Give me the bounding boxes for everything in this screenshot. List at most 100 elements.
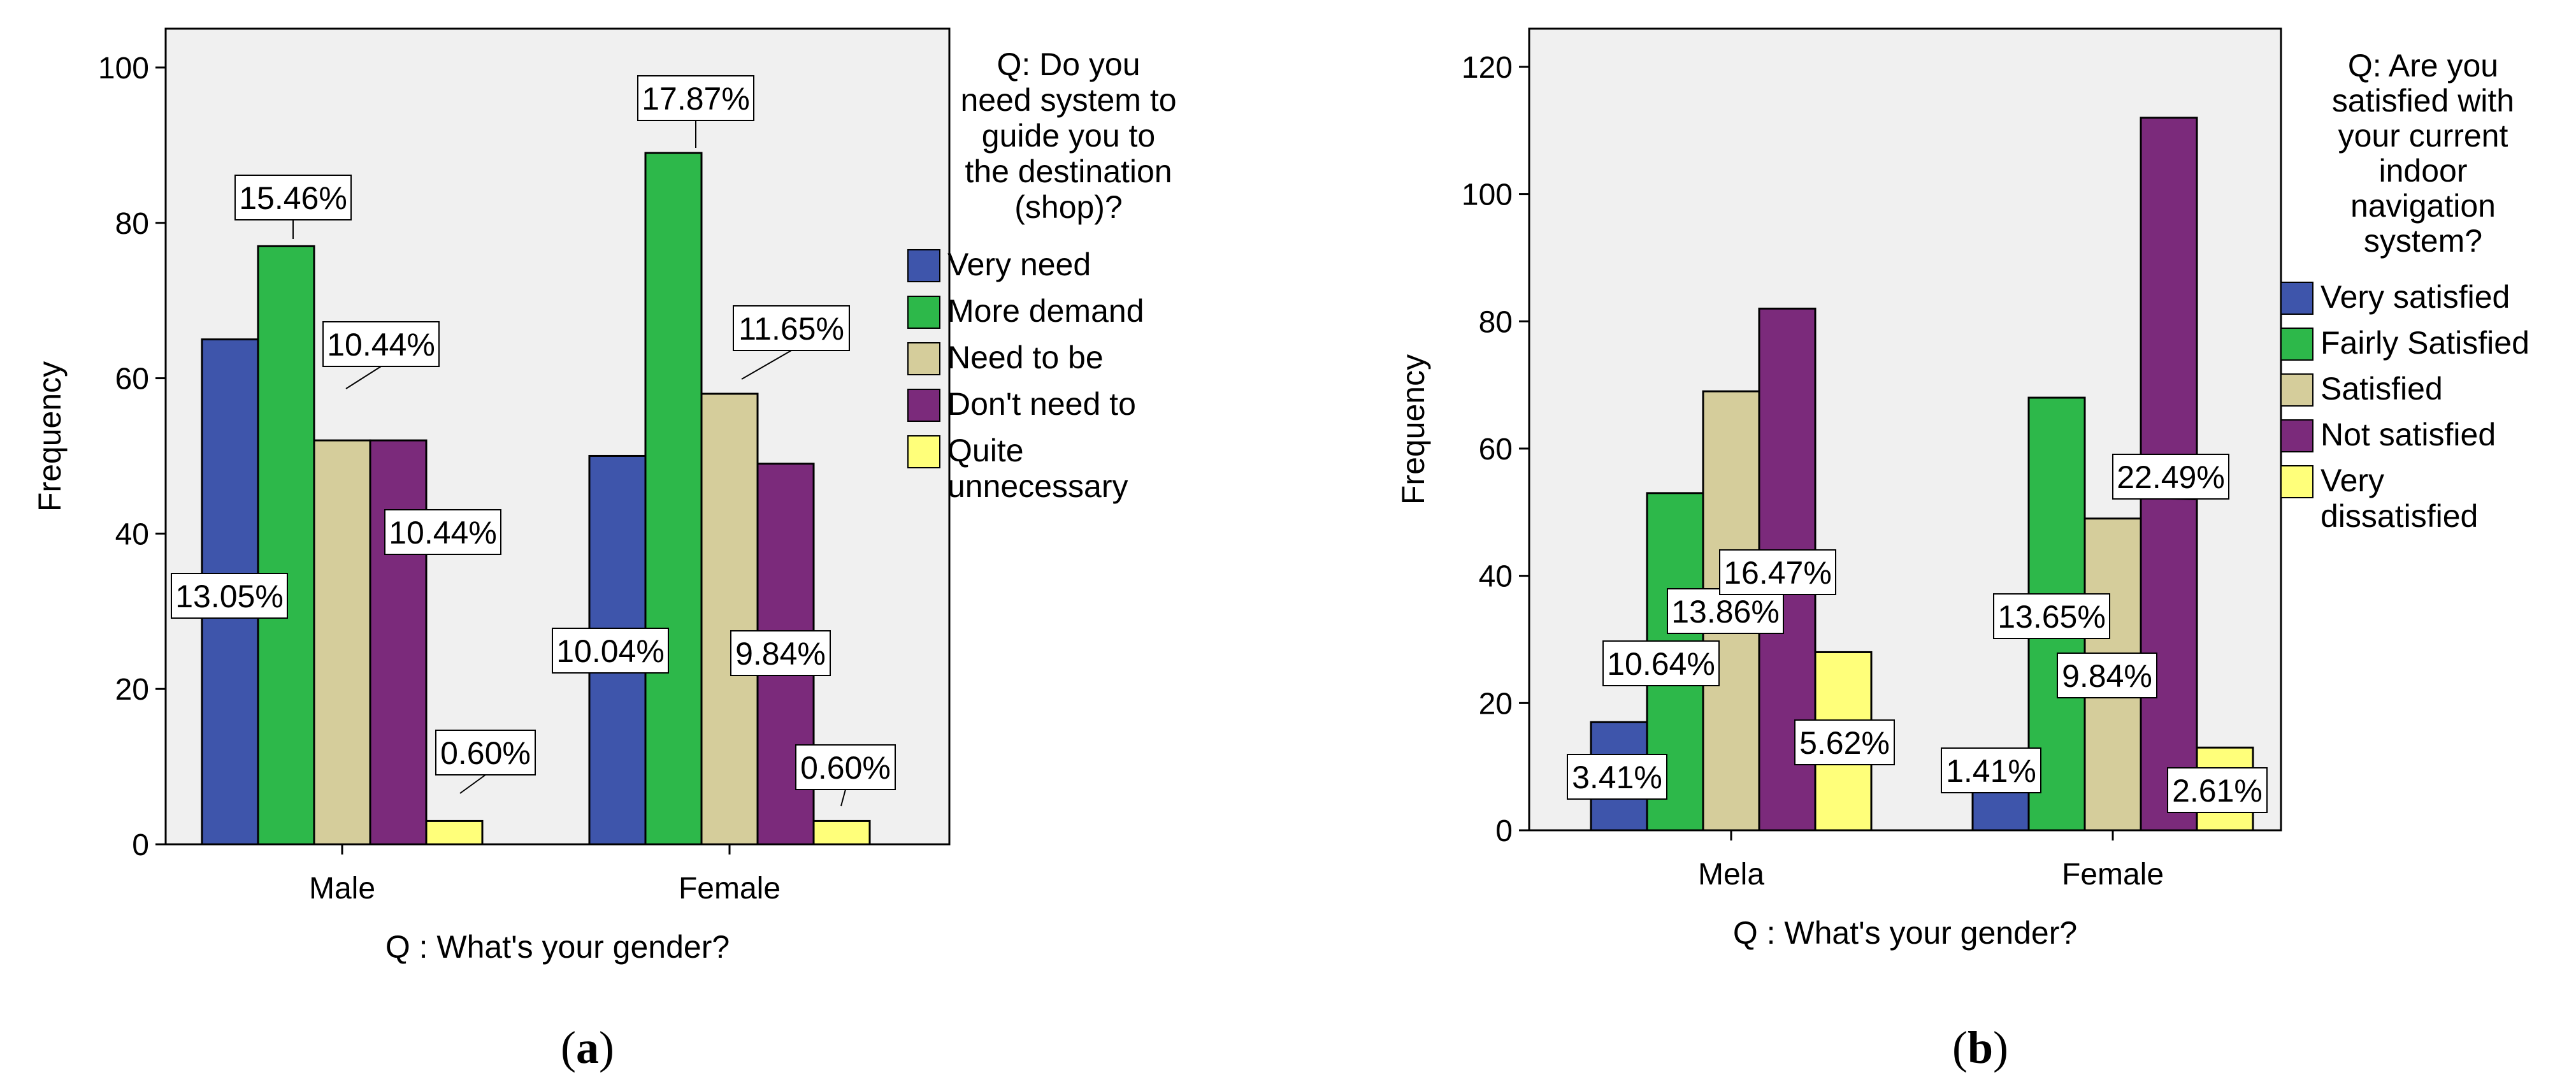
x-tick-label: Mela	[1698, 858, 1764, 891]
y-tick-label: 20	[115, 673, 149, 707]
y-tick-label: 100	[98, 52, 149, 85]
panel-caption: (b)	[1952, 1022, 2008, 1073]
data-label: 16.47%	[1723, 555, 1832, 591]
legend-swatch	[907, 435, 940, 468]
data-label: 3.41%	[1572, 760, 1662, 795]
y-tick-label: 0	[1495, 814, 1513, 848]
x-axis-label: Q : What's your gender?	[385, 929, 730, 965]
legend-title-line: satisfied with	[2332, 83, 2514, 119]
legend-swatch	[2280, 282, 2313, 315]
legend-swatch	[907, 296, 940, 329]
legend-label: More demand	[947, 293, 1144, 329]
legend-title-line: Q: Are you	[2348, 48, 2498, 83]
data-label: 10.44%	[389, 515, 497, 551]
y-tick-label: 120	[1462, 51, 1513, 85]
legend-title-line: your current	[2338, 118, 2508, 154]
data-label-box	[1941, 747, 2041, 793]
data-label-box	[2167, 767, 2268, 813]
data-label-box	[795, 744, 896, 790]
data-label-box	[171, 573, 288, 619]
data-label: 9.84%	[2062, 658, 2152, 694]
data-label: 13.05%	[175, 579, 284, 614]
legend-label: Fairly Satisfied	[2321, 325, 2529, 361]
bar	[700, 393, 759, 846]
legend-swatch	[2280, 373, 2313, 407]
bar	[257, 245, 315, 846]
chart-b: 0 20 40 60 80 100 120 Mela Female 3.41% 1.41% 10.64…	[1395, 27, 2529, 1073]
data-label-box	[384, 509, 501, 555]
data-label-leader	[345, 366, 382, 389]
x-tick-label: Female	[2062, 858, 2164, 891]
data-label-leader	[459, 774, 486, 794]
data-label: 22.49%	[2117, 459, 2225, 495]
legend-label: Very need	[947, 247, 1091, 282]
legend-swatch	[907, 249, 940, 282]
data-label-leader	[741, 350, 792, 380]
y-tick-label: 20	[1479, 687, 1513, 721]
x-axis-label: Q : What's your gender?	[1733, 915, 2077, 951]
bar	[425, 819, 484, 846]
y-axis-label: Frequency	[1395, 354, 1431, 505]
data-label: 0.60%	[800, 750, 891, 786]
data-label: 13.86%	[1671, 594, 1780, 630]
data-label: 10.44%	[327, 327, 435, 363]
legend-label: unnecessary	[947, 468, 1128, 504]
legend-label: Need to be	[947, 340, 1104, 375]
legend-label: Very	[2321, 463, 2384, 498]
data-label: 10.64%	[1607, 646, 1715, 682]
legend-swatch	[2280, 328, 2313, 361]
data-label-box	[637, 75, 754, 121]
y-tick-label: 100	[1462, 178, 1513, 212]
data-label-leader	[840, 789, 846, 807]
legend-title-line: (shop)?	[1014, 189, 1123, 225]
data-label-box	[322, 321, 440, 367]
legend-title-line: the destination	[965, 154, 1172, 189]
data-label-box	[730, 630, 831, 676]
legend-title-line: need system to	[960, 82, 1176, 118]
legend-label: Very satisfied	[2321, 279, 2510, 315]
data-label-box	[234, 175, 352, 220]
panel-caption: (a)	[561, 1022, 614, 1073]
bar	[369, 439, 428, 846]
bar	[313, 439, 371, 846]
data-label: 15.46%	[239, 180, 347, 216]
data-label: 2.61%	[2172, 773, 2263, 809]
legend-title-line: guide you to	[982, 118, 1155, 154]
data-label-box	[2112, 454, 2229, 500]
x-tick-label: Male	[309, 872, 375, 905]
data-label-box	[1567, 754, 1667, 800]
y-tick-label: 80	[1479, 305, 1513, 339]
data-label-box	[435, 730, 536, 775]
legend-title-line: system?	[2364, 223, 2482, 259]
legend-swatch	[907, 342, 940, 375]
data-label: 5.62%	[1799, 725, 1890, 761]
y-tick-label: 80	[115, 207, 149, 241]
data-label-box	[552, 628, 669, 674]
y-tick-label: 40	[1479, 560, 1513, 594]
data-label-box	[1719, 549, 1836, 595]
legend-title-line: indoor	[2379, 153, 2468, 189]
data-label: 0.60%	[440, 735, 531, 771]
bar	[812, 819, 871, 846]
y-tick-label: 40	[115, 517, 149, 551]
data-label: 9.84%	[735, 636, 826, 672]
y-tick-label: 60	[1479, 433, 1513, 466]
y-tick-label: 0	[132, 828, 149, 862]
legend-label: Satisfied	[2321, 371, 2443, 407]
data-label: 17.87%	[642, 81, 750, 117]
data-label: 13.65%	[1997, 599, 2106, 635]
legend-swatch	[2280, 465, 2313, 498]
legend-label: Don't need to	[947, 386, 1136, 422]
data-label: 10.04%	[556, 633, 665, 669]
chart-a: 0 20 40 60 80 100 Male Female 13.05% 10.04% 15.46%…	[32, 27, 1177, 1073]
legend-swatch	[2280, 419, 2313, 452]
data-label-box	[1993, 593, 2110, 639]
legend-swatch	[907, 389, 940, 422]
legend-label: dissatisfied	[2321, 498, 2478, 534]
data-label-box	[1794, 719, 1895, 765]
data-label: 1.41%	[1946, 753, 2036, 789]
legend-label: Not satisfied	[2321, 417, 2496, 452]
y-tick-label: 60	[115, 363, 149, 396]
data-label-box	[733, 305, 850, 351]
